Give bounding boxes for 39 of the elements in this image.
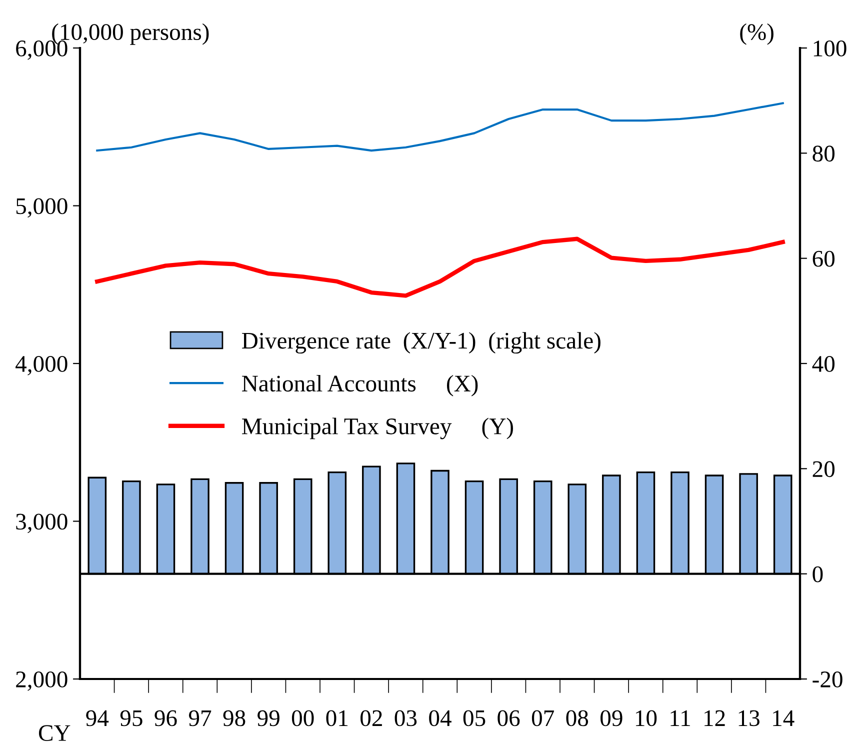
y2-tick-label: -20 xyxy=(812,671,842,688)
y-tick-label: 4,000 xyxy=(16,356,68,376)
x-tick-label: 06 xyxy=(498,710,520,726)
x-tick-label: 95 xyxy=(120,710,142,726)
y2-tick-label: 0 xyxy=(812,566,823,582)
x-tick-label: 98 xyxy=(223,710,246,726)
x-tick-label: 07 xyxy=(532,710,554,726)
line-series xyxy=(96,102,784,152)
legend-label: Divergence rate (X/Y-1) (right scale) xyxy=(242,332,600,354)
y2-tick-label: 100 xyxy=(814,40,846,56)
x-tick-label: 99 xyxy=(258,710,280,726)
legend-label: National Accounts (X) xyxy=(242,374,478,396)
y-tick-label: 3,000 xyxy=(16,514,68,534)
x-tick-label: 10 xyxy=(636,710,657,726)
x-tick-label: 05 xyxy=(463,710,486,726)
x-tick-label: 01 xyxy=(326,710,348,726)
x-tick-label: 03 xyxy=(394,710,417,726)
x-tick-label: 08 xyxy=(566,710,588,726)
x-tick-label: 94 xyxy=(86,710,109,726)
y2-tick-label: 20 xyxy=(812,461,835,478)
y2-tick-label: 80 xyxy=(812,146,835,162)
line-series xyxy=(95,236,785,298)
x-tick-label: 09 xyxy=(600,710,622,726)
x-tick-label: 96 xyxy=(154,710,177,726)
x-tick-label: 12 xyxy=(704,710,725,726)
x-tick-label: 14 xyxy=(773,710,794,726)
legend-label: Municipal Tax Survey (Y) xyxy=(242,418,513,440)
x-tick-label: 97 xyxy=(188,710,212,726)
x-tick-label: 02 xyxy=(360,710,382,726)
y-tick-label: 2,000 xyxy=(16,671,68,691)
y2-tick-label: 40 xyxy=(812,356,835,372)
y2-axis-title: (%) xyxy=(740,23,774,45)
x-tick-label: 13 xyxy=(738,710,760,726)
y-tick-label: 5,000 xyxy=(16,198,68,218)
x-tick-label: 04 xyxy=(429,710,452,726)
x-tick-label: 11 xyxy=(670,710,690,726)
x-axis-title: CY xyxy=(38,725,70,742)
x-tick-label: 00 xyxy=(292,710,314,726)
y2-tick-label: 60 xyxy=(812,250,835,267)
